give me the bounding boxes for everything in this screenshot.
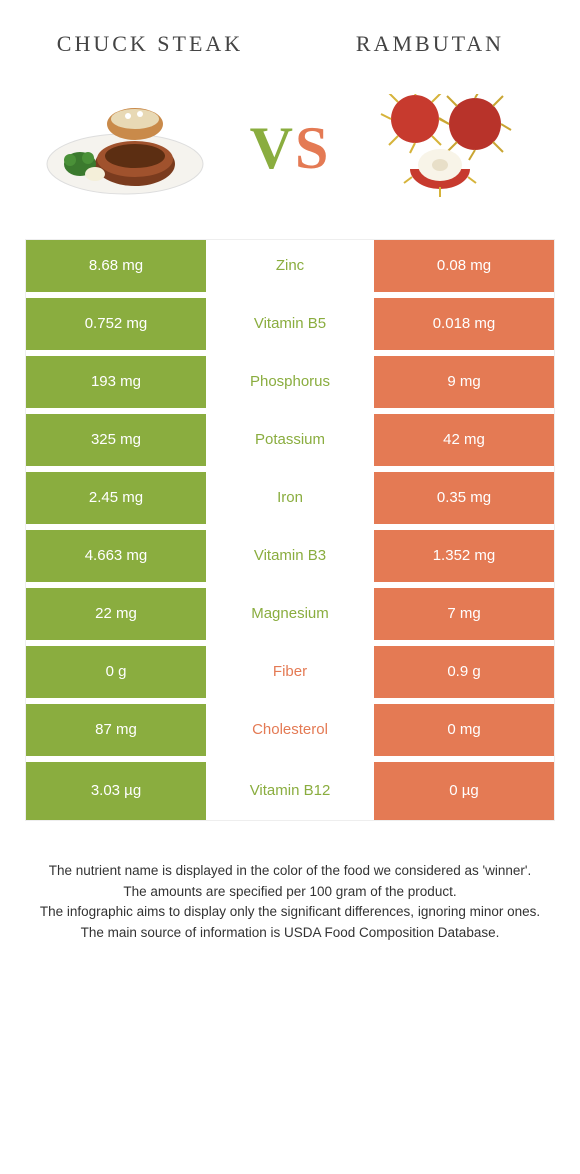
left-value: 0.752 mg	[26, 298, 206, 350]
table-row: 193 mgPhosphorus9 mg	[26, 356, 554, 414]
footer-notes: The nutrient name is displayed in the co…	[35, 861, 545, 945]
right-value: 0.35 mg	[374, 472, 554, 524]
nutrient-label: Iron	[206, 472, 374, 524]
footer-line-2: The amounts are specified per 100 gram o…	[35, 882, 545, 903]
right-value: 0.018 mg	[374, 298, 554, 350]
table-row: 87 mgCholesterol0 mg	[26, 704, 554, 762]
left-value: 8.68 mg	[26, 240, 206, 292]
nutrient-label: Zinc	[206, 240, 374, 292]
rambutan-image	[370, 89, 540, 209]
chuck-steak-image	[40, 89, 210, 209]
left-value: 3.03 µg	[26, 762, 206, 820]
table-row: 3.03 µgVitamin B120 µg	[26, 762, 554, 820]
table-row: 22 mgMagnesium7 mg	[26, 588, 554, 646]
table-row: 2.45 mgIron0.35 mg	[26, 472, 554, 530]
table-row: 325 mgPotassium42 mg	[26, 414, 554, 472]
right-value: 0.9 g	[374, 646, 554, 698]
nutrient-label: Fiber	[206, 646, 374, 698]
table-row: 8.68 mgZinc0.08 mg	[26, 240, 554, 298]
nutrient-label: Vitamin B12	[206, 762, 374, 820]
table-row: 0.752 mgVitamin B50.018 mg	[26, 298, 554, 356]
nutrient-label: Phosphorus	[206, 356, 374, 408]
right-value: 0 µg	[374, 762, 554, 820]
left-value: 2.45 mg	[26, 472, 206, 524]
right-value: 0 mg	[374, 704, 554, 756]
table-row: 4.663 mgVitamin B31.352 mg	[26, 530, 554, 588]
nutrient-label: Cholesterol	[206, 704, 374, 756]
vs-label: VS	[250, 114, 331, 183]
nutrient-label: Vitamin B3	[206, 530, 374, 582]
right-value: 7 mg	[374, 588, 554, 640]
left-value: 193 mg	[26, 356, 206, 408]
footer-line-1: The nutrient name is displayed in the co…	[35, 861, 545, 882]
nutrient-label: Potassium	[206, 414, 374, 466]
nutrient-label: Magnesium	[206, 588, 374, 640]
right-value: 1.352 mg	[374, 530, 554, 582]
table-row: 0 gFiber0.9 g	[26, 646, 554, 704]
vs-s: S	[295, 115, 330, 181]
left-value: 325 mg	[26, 414, 206, 466]
title-right: RAMBUTAN	[330, 30, 530, 59]
vs-v: V	[250, 115, 295, 181]
left-value: 0 g	[26, 646, 206, 698]
left-value: 4.663 mg	[26, 530, 206, 582]
header: CHUCK STEAK RAMBUTAN	[0, 0, 580, 79]
title-left: CHUCK STEAK	[50, 30, 250, 59]
right-value: 9 mg	[374, 356, 554, 408]
right-value: 42 mg	[374, 414, 554, 466]
left-value: 22 mg	[26, 588, 206, 640]
footer-line-3: The infographic aims to display only the…	[35, 902, 545, 923]
right-value: 0.08 mg	[374, 240, 554, 292]
images-row: VS	[0, 79, 580, 239]
left-value: 87 mg	[26, 704, 206, 756]
nutrient-label: Vitamin B5	[206, 298, 374, 350]
footer-line-4: The main source of information is USDA F…	[35, 923, 545, 944]
nutrient-table: 8.68 mgZinc0.08 mg0.752 mgVitamin B50.01…	[25, 239, 555, 821]
